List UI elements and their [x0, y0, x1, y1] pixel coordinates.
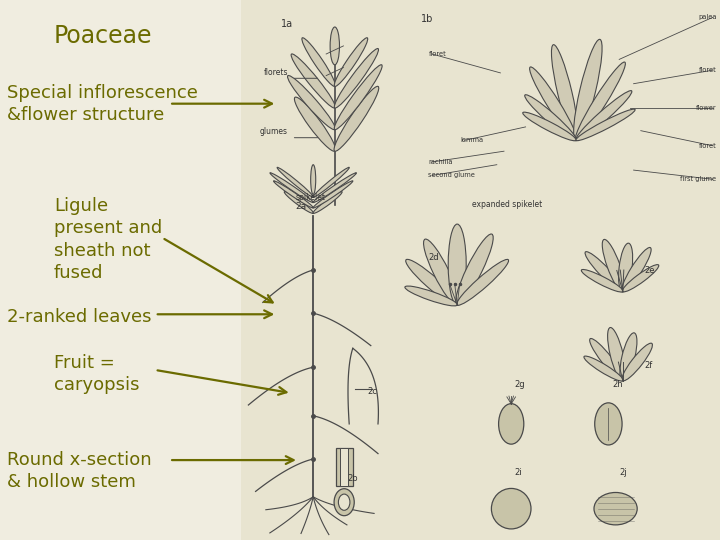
Text: 2e: 2e [644, 266, 655, 275]
Text: 2c: 2c [367, 387, 377, 396]
Ellipse shape [287, 76, 336, 130]
Text: Ligule
present and
sheath not
fused: Ligule present and sheath not fused [54, 197, 162, 282]
Ellipse shape [620, 333, 637, 381]
Text: lemma: lemma [461, 137, 484, 144]
Text: palea: palea [698, 14, 716, 21]
Ellipse shape [585, 252, 624, 292]
Text: expanded spikelet: expanded spikelet [472, 200, 542, 209]
Text: Poaceae: Poaceae [54, 24, 153, 48]
Ellipse shape [523, 112, 576, 141]
Ellipse shape [334, 65, 382, 130]
Ellipse shape [294, 97, 336, 151]
Ellipse shape [334, 86, 379, 151]
Text: floret: floret [428, 51, 446, 57]
Text: floret: floret [698, 143, 716, 149]
Ellipse shape [405, 259, 458, 305]
Ellipse shape [274, 181, 313, 208]
Text: 2d: 2d [428, 253, 439, 262]
Text: rachilla: rachilla [428, 159, 453, 165]
Ellipse shape [602, 239, 625, 292]
Ellipse shape [575, 62, 626, 140]
Ellipse shape [311, 165, 316, 194]
Ellipse shape [277, 167, 313, 197]
Text: 2j: 2j [619, 468, 627, 477]
Ellipse shape [525, 94, 577, 140]
Text: florets: florets [264, 68, 288, 77]
Ellipse shape [270, 173, 313, 202]
Text: 1a: 1a [281, 19, 293, 29]
Ellipse shape [618, 243, 633, 292]
Ellipse shape [334, 489, 354, 516]
Ellipse shape [581, 269, 623, 292]
Ellipse shape [491, 488, 531, 529]
Ellipse shape [405, 286, 457, 306]
Bar [241, 0, 720, 540]
Text: glumes: glumes [260, 127, 288, 136]
Ellipse shape [530, 67, 577, 140]
Ellipse shape [456, 259, 508, 305]
Ellipse shape [330, 27, 340, 65]
Ellipse shape [334, 49, 379, 108]
Text: 2b: 2b [348, 474, 359, 483]
Text: Fruit =
caryopsis: Fruit = caryopsis [54, 354, 140, 394]
Bar [336, 448, 353, 486]
Ellipse shape [313, 173, 356, 202]
Ellipse shape [576, 109, 635, 141]
Ellipse shape [284, 192, 313, 213]
Ellipse shape [498, 404, 523, 444]
Ellipse shape [313, 192, 342, 213]
Text: flower: flower [696, 105, 716, 111]
Text: Round x-section
& hollow stem: Round x-section & hollow stem [7, 451, 152, 491]
Text: floret: floret [698, 67, 716, 73]
Text: 2h: 2h [612, 380, 623, 389]
Text: Special inflorescence
&flower structure: Special inflorescence &flower structure [7, 84, 198, 124]
Ellipse shape [448, 224, 467, 305]
Ellipse shape [622, 343, 652, 381]
Ellipse shape [313, 167, 349, 197]
Ellipse shape [623, 265, 659, 292]
Ellipse shape [594, 492, 637, 525]
Text: 2g: 2g [515, 380, 526, 389]
Text: 1b: 1b [421, 14, 433, 24]
Ellipse shape [622, 247, 651, 292]
Ellipse shape [576, 91, 632, 140]
Bar [340, 448, 348, 486]
Ellipse shape [334, 38, 368, 86]
Ellipse shape [313, 181, 353, 208]
Text: spikelet: spikelet [295, 193, 325, 202]
Text: 2i: 2i [515, 468, 523, 477]
Ellipse shape [590, 339, 624, 381]
Ellipse shape [291, 54, 336, 108]
Ellipse shape [302, 38, 336, 86]
Ellipse shape [456, 234, 493, 305]
Text: 2f: 2f [644, 361, 652, 370]
Text: 2-ranked leaves: 2-ranked leaves [7, 308, 152, 326]
Ellipse shape [574, 39, 602, 140]
Ellipse shape [584, 356, 623, 381]
Ellipse shape [552, 45, 578, 140]
Text: first glume: first glume [680, 176, 716, 183]
Text: second glume: second glume [428, 172, 475, 179]
Ellipse shape [423, 239, 459, 305]
Text: 2a: 2a [295, 201, 306, 211]
Ellipse shape [595, 403, 622, 445]
Ellipse shape [608, 327, 626, 381]
Ellipse shape [338, 494, 350, 510]
